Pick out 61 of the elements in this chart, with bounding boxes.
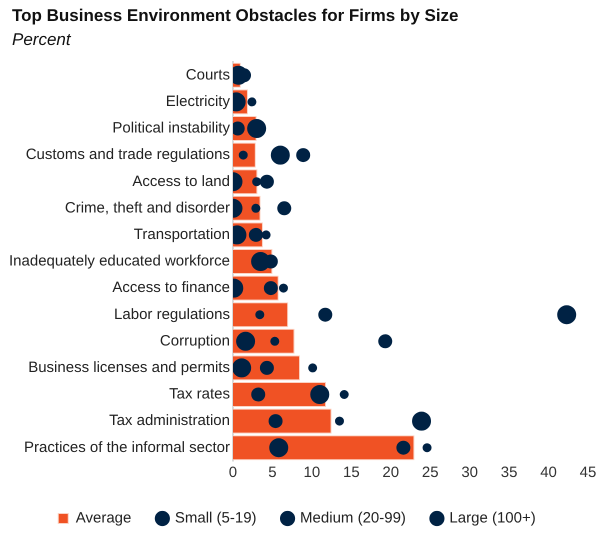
- point: [296, 148, 310, 162]
- point: [422, 443, 432, 452]
- point: [232, 358, 252, 378]
- x-tick-label: 25: [422, 464, 439, 482]
- chart-title: Top Business Environment Obstacles for Firms by Size: [12, 6, 459, 26]
- x-tick-label: 45: [580, 464, 596, 482]
- x-tick-label: 35: [500, 464, 518, 482]
- point: [378, 334, 392, 348]
- y-tick-label: Political instability: [112, 120, 230, 137]
- point: [557, 305, 576, 324]
- point: [334, 416, 344, 426]
- x-tick-label: 10: [304, 464, 320, 482]
- point: [247, 119, 266, 138]
- legend-label: Average: [76, 510, 132, 527]
- point: [310, 385, 330, 404]
- y-tick-label: Labor regulations: [114, 306, 230, 323]
- point: [252, 177, 262, 186]
- point: [251, 204, 260, 213]
- point: [318, 308, 332, 322]
- x-tick-label: 0: [228, 464, 238, 482]
- point: [412, 412, 432, 431]
- point: [278, 284, 288, 293]
- y-tick-label: Inadequately educated workforce: [8, 252, 230, 270]
- y-tick-label: Practices of the informal sector: [24, 438, 230, 456]
- point: [396, 440, 410, 455]
- point: [264, 281, 278, 296]
- legend-label: Large (100+): [449, 510, 536, 527]
- point: [268, 414, 283, 428]
- point: [260, 174, 274, 189]
- y-tick-label: Business licenses and permits: [28, 359, 230, 376]
- x-tick-label: 40: [540, 464, 557, 482]
- point: [262, 230, 271, 240]
- x-tick-label: 20: [382, 464, 400, 482]
- point: [270, 336, 280, 346]
- x-tick-label: 15: [342, 464, 360, 482]
- point: [255, 310, 264, 320]
- point: [270, 146, 290, 165]
- point: [277, 201, 292, 216]
- y-tick-label: Corruption: [160, 332, 230, 350]
- legend-label: Small (5-19): [174, 510, 257, 527]
- point: [247, 97, 256, 106]
- y-tick-label: Access to finance: [112, 279, 230, 296]
- x-tick-label: 5: [268, 464, 277, 482]
- point: [260, 360, 274, 375]
- y-tick-label: Transportation: [134, 226, 230, 244]
- text: Percent: [12, 30, 71, 50]
- y-tick-label: Electricity: [166, 93, 230, 110]
- point: [340, 390, 349, 399]
- point: [251, 388, 266, 402]
- point: [236, 332, 256, 351]
- y-tick-label: Courts: [186, 66, 230, 84]
- point: [248, 228, 263, 242]
- y-tick-label: Tax administration: [109, 412, 230, 430]
- y-tick-label: Access to land: [132, 172, 230, 190]
- y-tick-label: Crime, theft and disorder: [64, 199, 230, 216]
- y-tick-label: Tax rates: [169, 386, 230, 403]
- x-tick-label: 30: [461, 464, 478, 482]
- point: [269, 438, 288, 458]
- legend-label: Medium (20-99): [300, 510, 406, 527]
- point: [308, 363, 318, 372]
- y-tick-label: Customs and trade regulations: [26, 146, 230, 164]
